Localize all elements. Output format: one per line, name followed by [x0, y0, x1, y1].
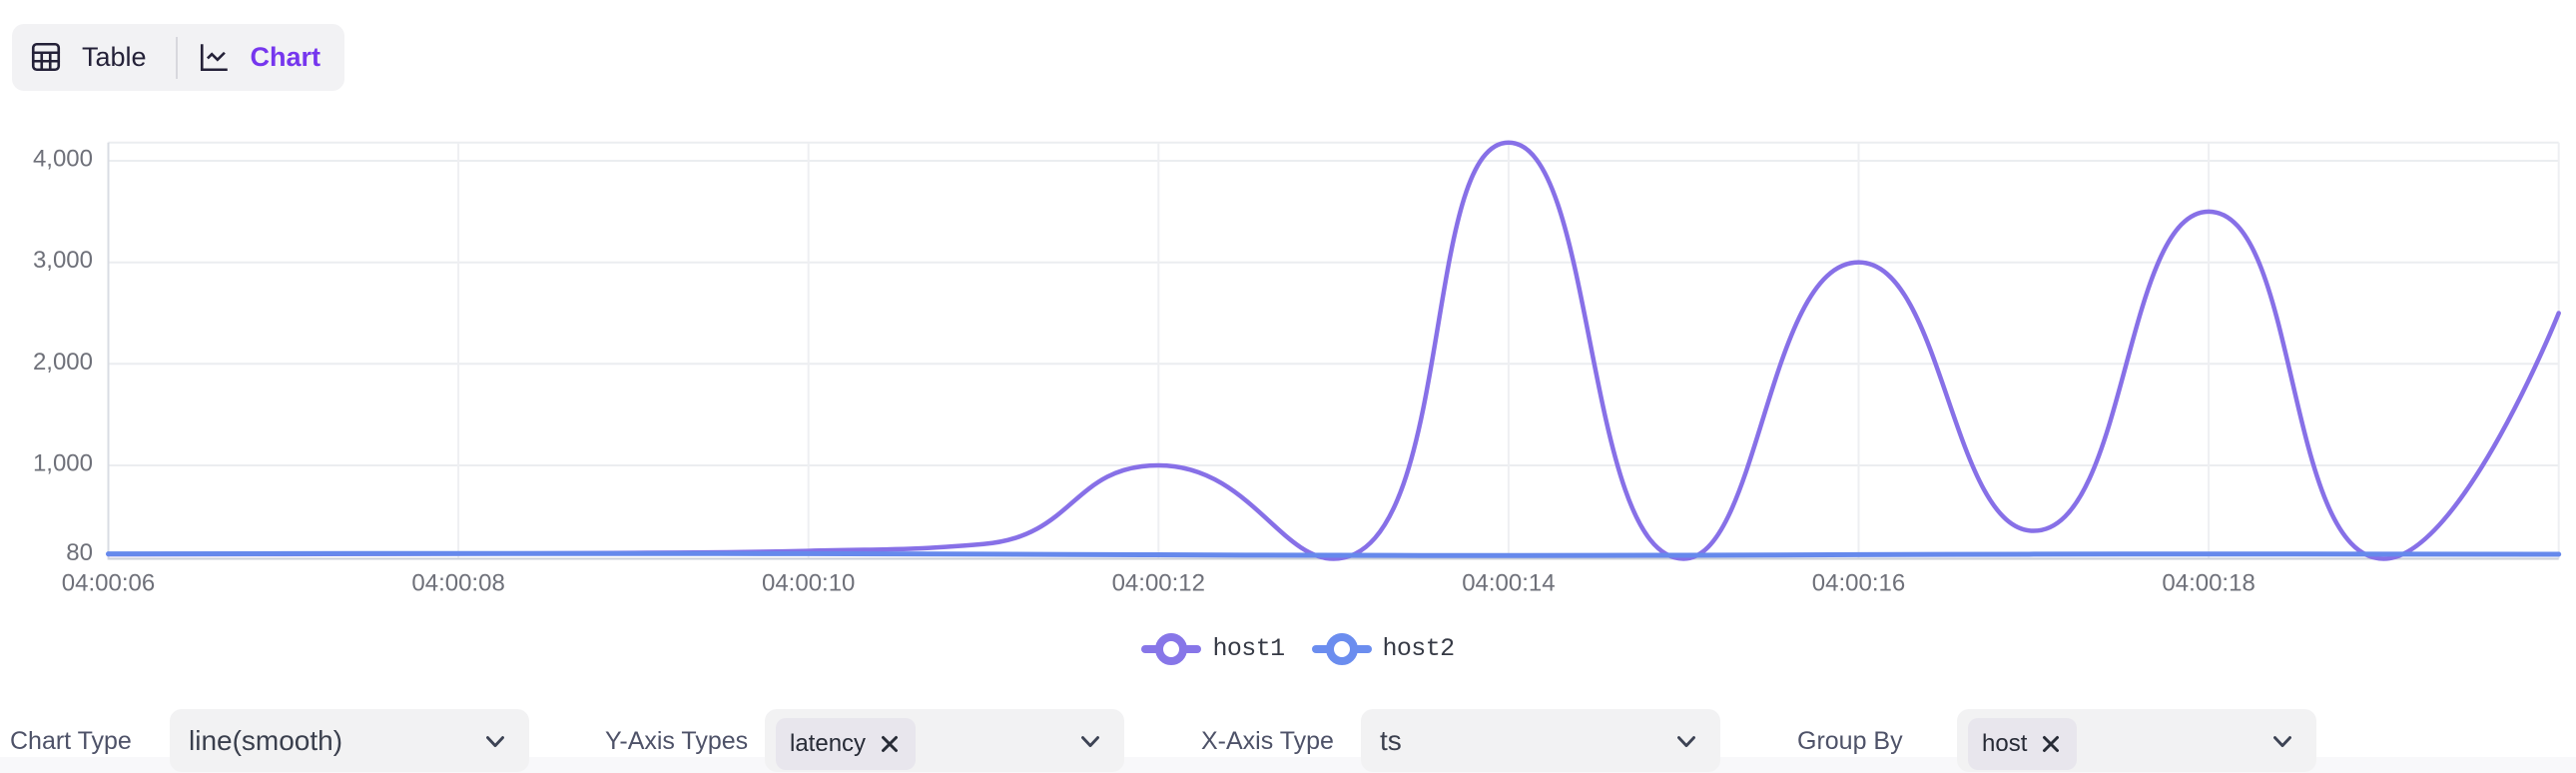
svg-text:04:00:16: 04:00:16: [1812, 570, 1905, 597]
svg-text:1,000: 1,000: [33, 450, 93, 477]
svg-text:4,000: 4,000: [33, 146, 93, 173]
svg-text:04:00:10: 04:00:10: [762, 570, 855, 597]
svg-text:04:00:06: 04:00:06: [62, 570, 155, 597]
svg-text:04:00:18: 04:00:18: [2162, 570, 2254, 597]
svg-text:2,000: 2,000: [33, 349, 93, 376]
svg-text:80: 80: [66, 539, 93, 566]
svg-text:3,000: 3,000: [33, 247, 93, 274]
svg-text:04:00:08: 04:00:08: [411, 570, 504, 597]
svg-text:04:00:12: 04:00:12: [1112, 570, 1205, 597]
svg-text:04:00:14: 04:00:14: [1462, 570, 1555, 597]
